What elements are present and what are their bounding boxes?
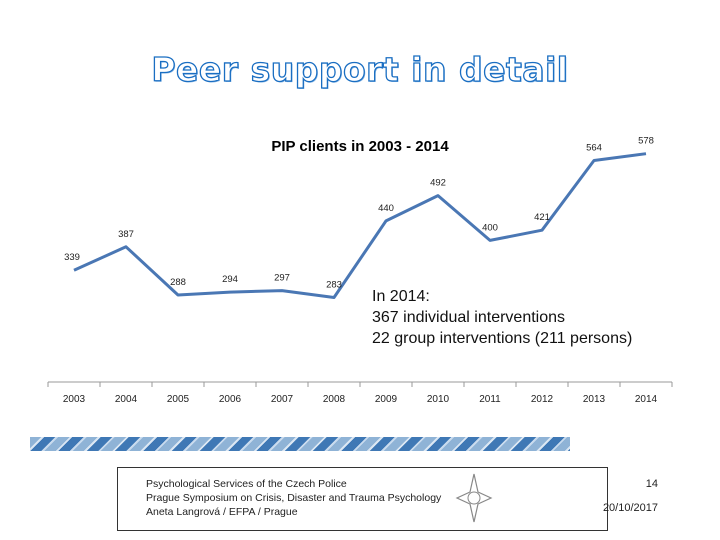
note-line-individual: 367 individual interventions xyxy=(372,309,566,326)
footer-line-event: Prague Symposium on Crisis, Disaster and… xyxy=(146,492,442,504)
x-tick-label: 2007 xyxy=(271,394,294,405)
data-label: 492 xyxy=(430,178,446,189)
x-tick-label: 2003 xyxy=(63,394,86,405)
data-label: 288 xyxy=(170,277,186,288)
data-label: 564 xyxy=(586,143,602,154)
x-tick-label: 2010 xyxy=(427,394,450,405)
decorative-stripe xyxy=(30,437,570,451)
x-tick-label: 2004 xyxy=(115,394,138,405)
data-label: 421 xyxy=(534,212,550,223)
line-chart: 2003 2004 2005 2006 2007 2008 2009 2010 2011 2012… xyxy=(47,136,673,405)
chart-title: PIP clients in 2003 - 2014 xyxy=(271,138,449,155)
data-label: 578 xyxy=(638,136,654,147)
footer-text: Psychological Services of the Czech Poli… xyxy=(146,477,441,519)
x-tick-label: 2011 xyxy=(479,394,501,405)
note-2014: In 2014: 367 individual interventions 22… xyxy=(372,286,632,349)
data-label: 440 xyxy=(378,203,394,214)
x-tick-label: 2013 xyxy=(583,394,606,405)
x-tick-label: 2006 xyxy=(219,394,242,405)
x-tick-label: 2014 xyxy=(635,394,658,405)
x-tick-label: 2009 xyxy=(375,394,398,405)
data-label: 400 xyxy=(482,222,498,233)
footer-box xyxy=(117,467,608,531)
data-label: 339 xyxy=(64,252,80,263)
slide-date: 20/10/2017 xyxy=(602,502,658,514)
police-star-emblem-icon xyxy=(455,473,493,523)
x-tick-label: 2012 xyxy=(531,394,554,405)
data-label: 387 xyxy=(118,229,134,240)
slide-title: Peer support in detail xyxy=(151,49,569,89)
data-label: 297 xyxy=(274,273,290,284)
data-label: 283 xyxy=(326,279,342,290)
x-tick-label: 2008 xyxy=(323,394,346,405)
footer-line-org: Psychological Services of the Czech Poli… xyxy=(146,478,347,490)
page-number: 14 xyxy=(645,478,658,490)
note-line-group: 22 group interventions (211 persons) xyxy=(372,330,633,347)
note-line-heading: In 2014: xyxy=(372,288,430,305)
x-tick-label: 2005 xyxy=(167,394,190,405)
data-label: 294 xyxy=(222,274,238,285)
series-line-pip-clients xyxy=(73,152,647,299)
footer-line-author: Aneta Langrová / EFPA / Prague xyxy=(146,506,298,518)
